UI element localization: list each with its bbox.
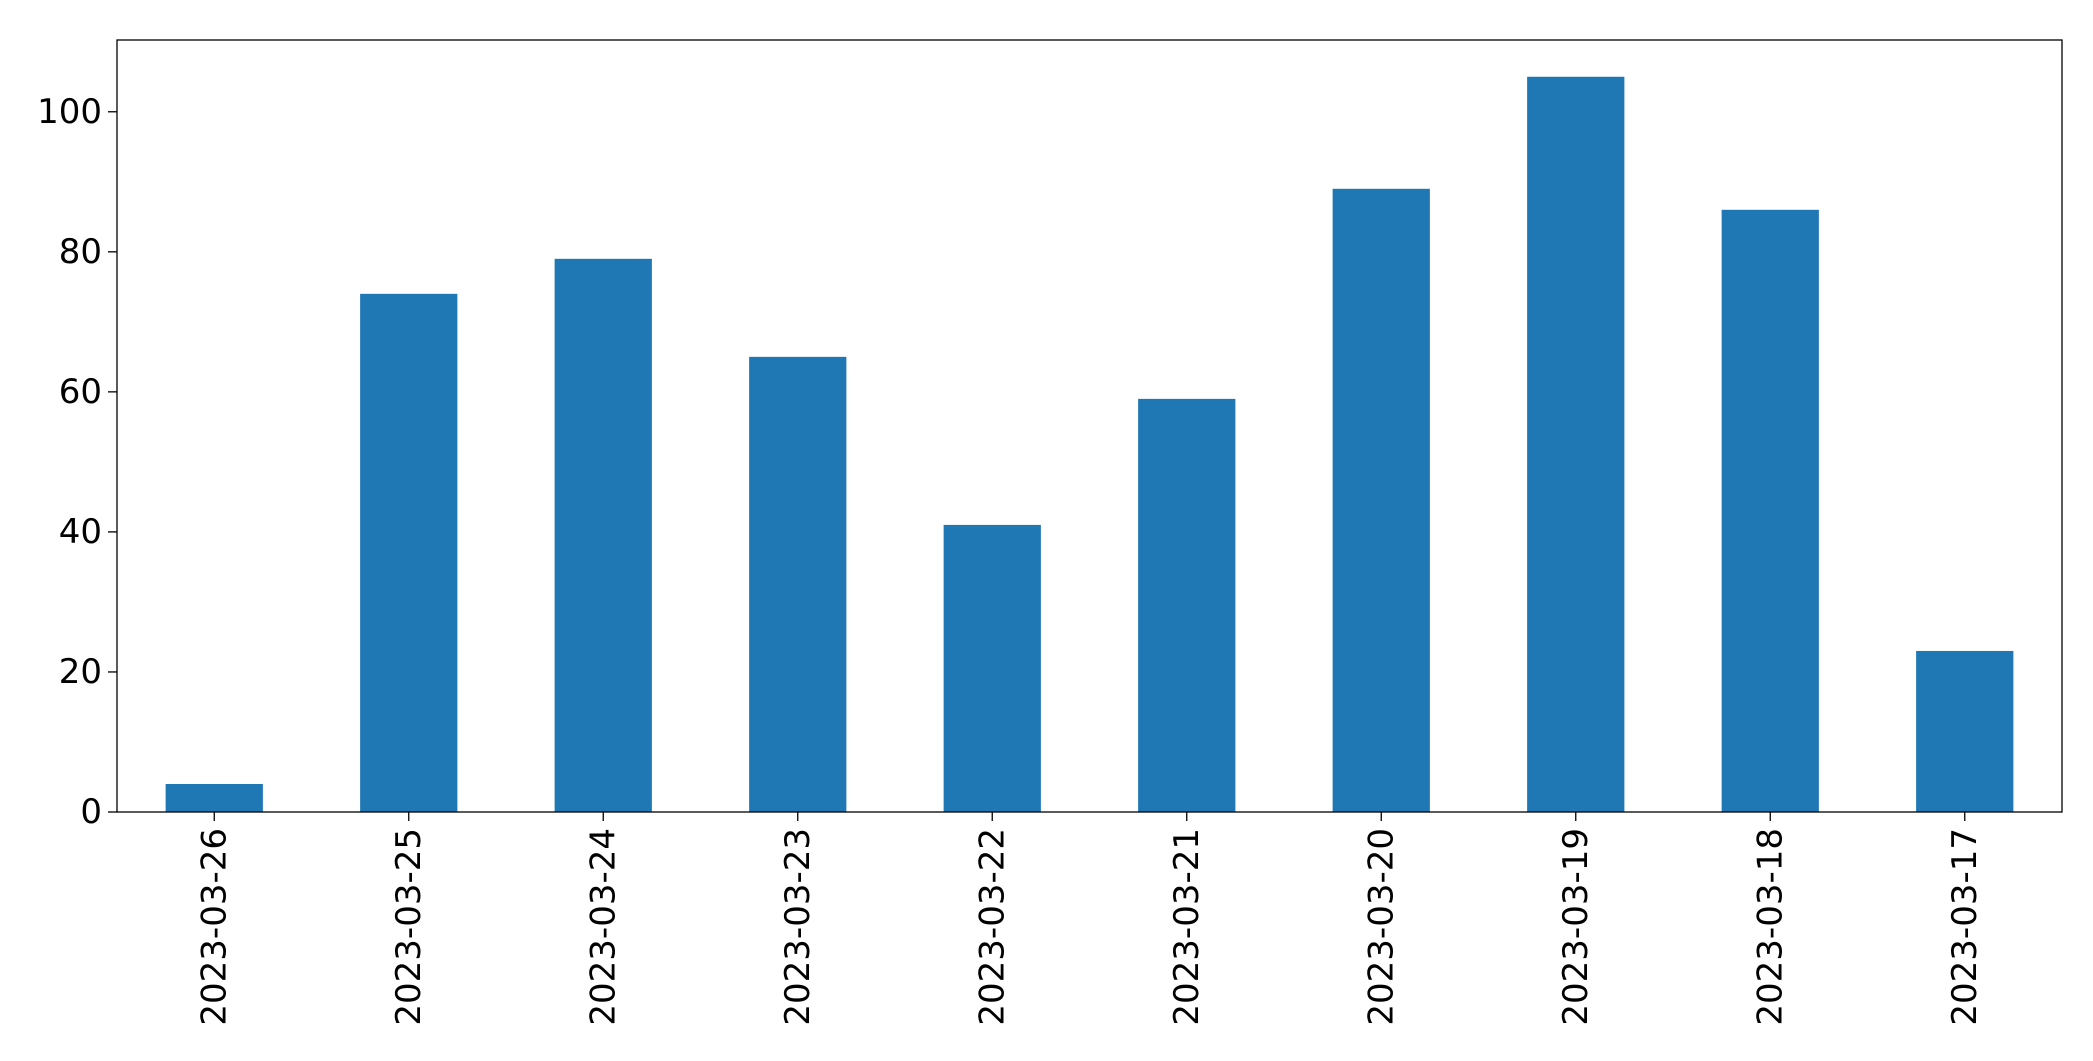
x-tick-label: 2023-03-18	[1750, 828, 1790, 1026]
bar	[1138, 398, 1236, 812]
bar	[165, 783, 263, 812]
y-tick-label: 20	[59, 652, 102, 692]
bar	[749, 356, 847, 812]
bar	[1527, 76, 1625, 812]
bar	[1916, 650, 2014, 812]
y-tick-label: 60	[59, 372, 102, 412]
y-tick-label: 80	[59, 232, 102, 272]
x-tick-label: 2023-03-19	[1556, 828, 1596, 1026]
y-tick-label: 0	[80, 792, 102, 832]
bar	[1721, 209, 1819, 812]
bar	[1332, 188, 1430, 812]
bar	[943, 524, 1041, 812]
x-tick-label: 2023-03-20	[1361, 828, 1401, 1026]
plot-frame	[116, 39, 2063, 813]
x-tick-label: 2023-03-17	[1945, 828, 1985, 1026]
y-tick-label: 100	[37, 92, 102, 132]
x-tick-label: 2023-03-24	[583, 828, 623, 1026]
x-tick-label: 2023-03-22	[972, 828, 1012, 1026]
bar	[554, 258, 652, 812]
bar	[360, 293, 458, 812]
x-tick-label: 2023-03-26	[194, 828, 234, 1026]
x-tick-label: 2023-03-23	[778, 828, 818, 1026]
x-tick-label: 2023-03-25	[389, 828, 429, 1026]
y-tick-label: 40	[59, 512, 102, 552]
x-tick-label: 2023-03-21	[1167, 828, 1207, 1026]
